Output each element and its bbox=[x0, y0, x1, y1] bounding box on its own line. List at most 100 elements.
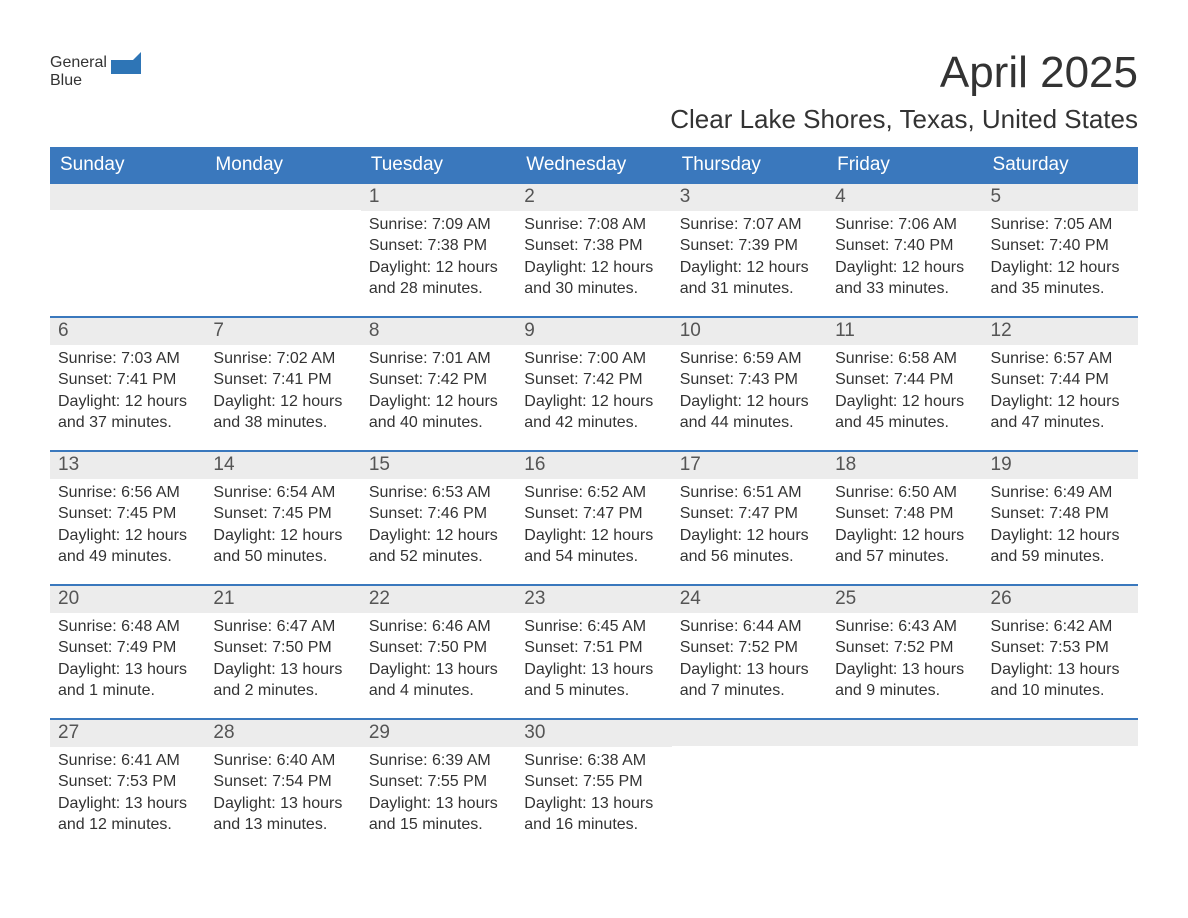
day-number: 6 bbox=[50, 318, 205, 345]
sunrise-text: Sunrise: 6:59 AM bbox=[680, 348, 819, 369]
day-cell bbox=[827, 720, 982, 852]
day-number: 22 bbox=[361, 586, 516, 613]
sunrise-text: Sunrise: 6:54 AM bbox=[213, 482, 352, 503]
day-cell: 1Sunrise: 7:09 AMSunset: 7:38 PMDaylight… bbox=[361, 184, 516, 316]
weeks-container: 1Sunrise: 7:09 AMSunset: 7:38 PMDaylight… bbox=[50, 184, 1138, 852]
week-row: 6Sunrise: 7:03 AMSunset: 7:41 PMDaylight… bbox=[50, 316, 1138, 450]
sunset-text: Sunset: 7:42 PM bbox=[369, 369, 508, 390]
day-cell: 28Sunrise: 6:40 AMSunset: 7:54 PMDayligh… bbox=[205, 720, 360, 852]
sunset-text: Sunset: 7:41 PM bbox=[213, 369, 352, 390]
sunrise-text: Sunrise: 7:05 AM bbox=[991, 214, 1130, 235]
daylight-text: Daylight: 13 hours and 15 minutes. bbox=[369, 793, 508, 836]
sunrise-text: Sunrise: 6:56 AM bbox=[58, 482, 197, 503]
day-cell: 17Sunrise: 6:51 AMSunset: 7:47 PMDayligh… bbox=[672, 452, 827, 584]
day-body: Sunrise: 6:47 AMSunset: 7:50 PMDaylight:… bbox=[205, 613, 360, 707]
sunrise-text: Sunrise: 6:53 AM bbox=[369, 482, 508, 503]
day-number: 4 bbox=[827, 184, 982, 211]
day-body: Sunrise: 7:03 AMSunset: 7:41 PMDaylight:… bbox=[50, 345, 205, 439]
day-number: 28 bbox=[205, 720, 360, 747]
day-cell: 25Sunrise: 6:43 AMSunset: 7:52 PMDayligh… bbox=[827, 586, 982, 718]
day-body: Sunrise: 6:58 AMSunset: 7:44 PMDaylight:… bbox=[827, 345, 982, 439]
day-body: Sunrise: 6:41 AMSunset: 7:53 PMDaylight:… bbox=[50, 747, 205, 841]
sunset-text: Sunset: 7:45 PM bbox=[58, 503, 197, 524]
day-cell: 12Sunrise: 6:57 AMSunset: 7:44 PMDayligh… bbox=[983, 318, 1138, 450]
day-cell: 22Sunrise: 6:46 AMSunset: 7:50 PMDayligh… bbox=[361, 586, 516, 718]
sunrise-text: Sunrise: 7:02 AM bbox=[213, 348, 352, 369]
day-body: Sunrise: 7:08 AMSunset: 7:38 PMDaylight:… bbox=[516, 211, 671, 305]
day-number: 17 bbox=[672, 452, 827, 479]
daylight-text: Daylight: 13 hours and 16 minutes. bbox=[524, 793, 663, 836]
day-body: Sunrise: 6:52 AMSunset: 7:47 PMDaylight:… bbox=[516, 479, 671, 573]
day-cell: 2Sunrise: 7:08 AMSunset: 7:38 PMDaylight… bbox=[516, 184, 671, 316]
day-body: Sunrise: 7:06 AMSunset: 7:40 PMDaylight:… bbox=[827, 211, 982, 305]
sunrise-text: Sunrise: 6:47 AM bbox=[213, 616, 352, 637]
day-cell: 11Sunrise: 6:58 AMSunset: 7:44 PMDayligh… bbox=[827, 318, 982, 450]
title-block: April 2025 bbox=[940, 50, 1138, 96]
day-cell: 8 Sunrise: 7:01 AMSunset: 7:42 PMDaylight… bbox=[361, 318, 516, 450]
sunrise-text: Sunrise: 6:51 AM bbox=[680, 482, 819, 503]
day-number bbox=[983, 720, 1138, 746]
day-body: Sunrise: 7:02 AMSunset: 7:41 PMDaylight:… bbox=[205, 345, 360, 439]
day-of-week-header: SundayMondayTuesdayWednesdayThursdayFrid… bbox=[50, 147, 1138, 184]
sunset-text: Sunset: 7:46 PM bbox=[369, 503, 508, 524]
daylight-text: Daylight: 12 hours and 33 minutes. bbox=[835, 257, 974, 300]
day-body bbox=[983, 746, 1138, 755]
day-cell: 15Sunrise: 6:53 AMSunset: 7:46 PMDayligh… bbox=[361, 452, 516, 584]
day-cell: 18Sunrise: 6:50 AMSunset: 7:48 PMDayligh… bbox=[827, 452, 982, 584]
day-number bbox=[50, 184, 205, 210]
day-cell: 27Sunrise: 6:41 AMSunset: 7:53 PMDayligh… bbox=[50, 720, 205, 852]
daylight-text: Daylight: 12 hours and 57 minutes. bbox=[835, 525, 974, 568]
dow-cell: Sunday bbox=[50, 147, 205, 184]
sunset-text: Sunset: 7:51 PM bbox=[524, 637, 663, 658]
day-number: 5 bbox=[983, 184, 1138, 211]
day-body: Sunrise: 6:51 AMSunset: 7:47 PMDaylight:… bbox=[672, 479, 827, 573]
daylight-text: Daylight: 12 hours and 54 minutes. bbox=[524, 525, 663, 568]
daylight-text: Daylight: 12 hours and 52 minutes. bbox=[369, 525, 508, 568]
page-title: April 2025 bbox=[940, 50, 1138, 96]
day-body bbox=[672, 746, 827, 755]
week-row: 1Sunrise: 7:09 AMSunset: 7:38 PMDaylight… bbox=[50, 184, 1138, 316]
day-number: 15 bbox=[361, 452, 516, 479]
week-row: 13Sunrise: 6:56 AMSunset: 7:45 PMDayligh… bbox=[50, 450, 1138, 584]
sunrise-text: Sunrise: 6:46 AM bbox=[369, 616, 508, 637]
sunrise-text: Sunrise: 6:50 AM bbox=[835, 482, 974, 503]
day-body: Sunrise: 6:42 AMSunset: 7:53 PMDaylight:… bbox=[983, 613, 1138, 707]
day-body: Sunrise: 6:53 AMSunset: 7:46 PMDaylight:… bbox=[361, 479, 516, 573]
sunset-text: Sunset: 7:55 PM bbox=[524, 771, 663, 792]
sunrise-text: Sunrise: 7:06 AM bbox=[835, 214, 974, 235]
day-number: 18 bbox=[827, 452, 982, 479]
day-number: 2 bbox=[516, 184, 671, 211]
daylight-text: Daylight: 12 hours and 44 minutes. bbox=[680, 391, 819, 434]
day-cell: 10Sunrise: 6:59 AMSunset: 7:43 PMDayligh… bbox=[672, 318, 827, 450]
sunset-text: Sunset: 7:40 PM bbox=[835, 235, 974, 256]
daylight-text: Daylight: 12 hours and 28 minutes. bbox=[369, 257, 508, 300]
day-number bbox=[672, 720, 827, 746]
day-body: Sunrise: 6:57 AMSunset: 7:44 PMDaylight:… bbox=[983, 345, 1138, 439]
location-subtitle: Clear Lake Shores, Texas, United States bbox=[50, 104, 1138, 135]
sunset-text: Sunset: 7:40 PM bbox=[991, 235, 1130, 256]
daylight-text: Daylight: 12 hours and 42 minutes. bbox=[524, 391, 663, 434]
day-number: 20 bbox=[50, 586, 205, 613]
week-row: 20Sunrise: 6:48 AMSunset: 7:49 PMDayligh… bbox=[50, 584, 1138, 718]
day-cell: 23Sunrise: 6:45 AMSunset: 7:51 PMDayligh… bbox=[516, 586, 671, 718]
sunrise-text: Sunrise: 7:09 AM bbox=[369, 214, 508, 235]
sunset-text: Sunset: 7:45 PM bbox=[213, 503, 352, 524]
daylight-text: Daylight: 12 hours and 38 minutes. bbox=[213, 391, 352, 434]
day-number: 8 bbox=[361, 318, 516, 345]
daylight-text: Daylight: 13 hours and 10 minutes. bbox=[991, 659, 1130, 702]
sunrise-text: Sunrise: 6:42 AM bbox=[991, 616, 1130, 637]
sunset-text: Sunset: 7:52 PM bbox=[680, 637, 819, 658]
sunrise-text: Sunrise: 7:01 AM bbox=[369, 348, 508, 369]
daylight-text: Daylight: 12 hours and 30 minutes. bbox=[524, 257, 663, 300]
day-number bbox=[827, 720, 982, 746]
sunrise-text: Sunrise: 7:07 AM bbox=[680, 214, 819, 235]
daylight-text: Daylight: 12 hours and 40 minutes. bbox=[369, 391, 508, 434]
day-cell: 9Sunrise: 7:00 AMSunset: 7:42 PMDaylight… bbox=[516, 318, 671, 450]
brand-logo: General Blue bbox=[50, 50, 141, 90]
sunrise-text: Sunrise: 6:40 AM bbox=[213, 750, 352, 771]
sunset-text: Sunset: 7:49 PM bbox=[58, 637, 197, 658]
sunrise-text: Sunrise: 6:43 AM bbox=[835, 616, 974, 637]
dow-cell: Monday bbox=[205, 147, 360, 184]
dow-cell: Saturday bbox=[983, 147, 1138, 184]
sunset-text: Sunset: 7:53 PM bbox=[58, 771, 197, 792]
